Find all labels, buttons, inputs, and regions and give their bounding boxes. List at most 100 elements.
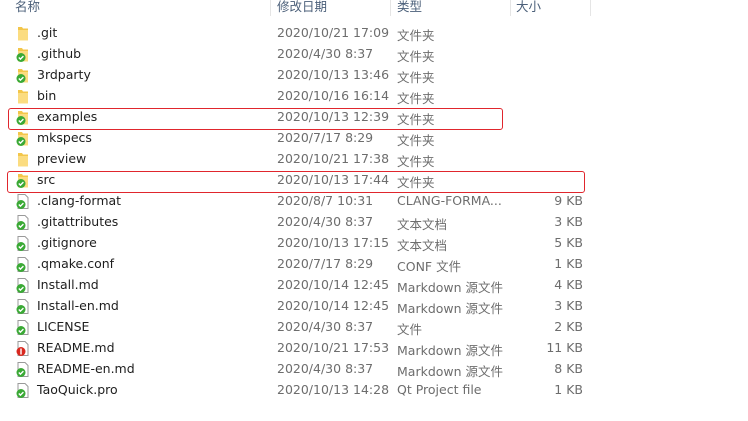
file-row[interactable]: .qmake.conf 2020/7/17 8:29 CONF 文件 1 KB xyxy=(0,254,600,275)
file-date: 2020/4/30 8:37 xyxy=(277,361,374,376)
file-date: 2020/4/30 8:37 xyxy=(277,214,374,229)
file-row[interactable]: 3rdparty 2020/10/13 13:46 文件夹 xyxy=(0,65,600,86)
file-name: .github xyxy=(37,46,82,61)
file-name: LICENSE xyxy=(37,319,90,334)
column-divider[interactable] xyxy=(390,0,391,16)
header-name[interactable]: 名称 xyxy=(15,0,41,14)
file-icon xyxy=(16,194,29,209)
file-date: 2020/10/16 16:14 xyxy=(277,88,390,103)
file-date: 2020/10/13 12:39 xyxy=(277,109,390,124)
file-icon xyxy=(16,236,29,251)
file-date: 2020/4/30 8:37 xyxy=(277,46,374,61)
file-size: 3 KB xyxy=(554,298,583,313)
file-icon xyxy=(16,341,29,356)
file-name: preview xyxy=(37,151,87,166)
file-size: 1 KB xyxy=(554,382,583,397)
file-icon xyxy=(16,215,29,230)
file-type: 文件夹 xyxy=(397,133,435,148)
file-type: CONF 文件 xyxy=(397,259,462,274)
file-name: .git xyxy=(37,25,58,40)
file-type: Markdown 源文件 xyxy=(397,280,504,295)
folder-icon xyxy=(16,69,28,83)
file-type: 文件夹 xyxy=(397,175,435,190)
file-row[interactable]: bin 2020/10/16 16:14 文件夹 xyxy=(0,86,600,107)
folder-icon xyxy=(18,153,28,167)
file-date: 2020/7/17 8:29 xyxy=(277,130,374,145)
file-row[interactable]: .clang-format 2020/8/7 10:31 CLANG-FORMA… xyxy=(0,191,600,212)
header-date[interactable]: 修改日期 xyxy=(277,0,328,14)
file-name: .clang-format xyxy=(37,193,122,208)
file-type: 文本文档 xyxy=(397,238,448,253)
file-row[interactable]: .gitignore 2020/10/13 17:15 文本文档 5 KB xyxy=(0,233,600,254)
file-icon xyxy=(16,257,29,272)
file-type: Markdown 源文件 xyxy=(397,364,504,379)
file-size: 3 KB xyxy=(554,214,583,229)
highlight-box-examples xyxy=(8,108,503,130)
folder-icon xyxy=(16,174,28,188)
file-name: .qmake.conf xyxy=(37,256,115,271)
folder-icon xyxy=(18,90,28,104)
file-size: 4 KB xyxy=(554,277,583,292)
file-date: 2020/10/14 12:45 xyxy=(277,298,390,313)
file-date: 2020/10/14 12:45 xyxy=(277,277,390,292)
column-header: 名称 修改日期 类型 大小 xyxy=(0,0,592,16)
folder-icon xyxy=(18,27,28,41)
file-date: 2020/10/21 17:09 xyxy=(277,25,390,40)
file-icon xyxy=(16,278,29,293)
file-row[interactable]: LICENSE 2020/4/30 8:37 文件 2 KB xyxy=(0,317,600,338)
file-row[interactable]: src 2020/10/13 17:44 文件夹 xyxy=(0,170,600,191)
file-size: 5 KB xyxy=(554,235,583,250)
file-row[interactable]: .git 2020/10/21 17:09 文件夹 xyxy=(0,23,600,44)
file-type: 文件夹 xyxy=(397,112,435,127)
file-date: 2020/8/7 10:31 xyxy=(277,193,374,208)
folder-icon xyxy=(16,48,28,62)
header-size[interactable]: 大小 xyxy=(516,0,542,14)
file-row[interactable]: README.md 2020/10/21 17:53 Markdown 源文件 … xyxy=(0,338,600,359)
file-name: mkspecs xyxy=(37,130,92,145)
file-size: 8 KB xyxy=(554,361,583,376)
header-type[interactable]: 类型 xyxy=(397,0,423,14)
file-type: 文件夹 xyxy=(397,91,435,106)
column-divider[interactable] xyxy=(590,0,591,16)
file-icon xyxy=(16,299,29,314)
file-icon xyxy=(16,362,29,377)
file-date: 2020/10/13 14:28 xyxy=(277,382,390,397)
file-row[interactable]: README-en.md 2020/4/30 8:37 Markdown 源文件… xyxy=(0,359,600,380)
file-row[interactable]: .gitattributes 2020/4/30 8:37 文本文档 3 KB xyxy=(0,212,600,233)
file-size: 2 KB xyxy=(554,319,583,334)
file-size: 1 KB xyxy=(554,256,583,271)
file-type: 文件夹 xyxy=(397,49,435,64)
file-name: bin xyxy=(37,88,57,103)
highlight-box-src xyxy=(7,171,585,193)
file-size: 9 KB xyxy=(554,193,583,208)
file-date: 2020/10/13 13:46 xyxy=(277,67,390,82)
folder-icon xyxy=(16,132,28,146)
file-type: 文件夹 xyxy=(397,154,435,169)
folder-icon xyxy=(16,111,28,125)
file-name: TaoQuick.pro xyxy=(37,382,118,397)
file-icon xyxy=(16,320,29,335)
file-name: examples xyxy=(37,109,98,124)
file-row[interactable]: preview 2020/10/21 17:38 文件夹 xyxy=(0,149,600,170)
file-name: README.md xyxy=(37,340,115,355)
file-row[interactable]: TaoQuick.pro 2020/10/13 14:28 Qt Project… xyxy=(0,380,600,401)
file-row[interactable]: examples 2020/10/13 12:39 文件夹 xyxy=(0,107,600,128)
file-name: .gitignore xyxy=(37,235,97,250)
file-row[interactable]: .github 2020/4/30 8:37 文件夹 xyxy=(0,44,600,65)
file-date: 2020/4/30 8:37 xyxy=(277,319,374,334)
column-divider[interactable] xyxy=(270,0,271,16)
file-date: 2020/10/21 17:38 xyxy=(277,151,390,166)
file-date: 2020/10/21 17:53 xyxy=(277,340,390,355)
file-row[interactable]: mkspecs 2020/7/17 8:29 文件夹 xyxy=(0,128,600,149)
file-row[interactable]: Install.md 2020/10/14 12:45 Markdown 源文件… xyxy=(0,275,600,296)
file-date: 2020/7/17 8:29 xyxy=(277,256,374,271)
column-divider[interactable] xyxy=(510,0,511,16)
file-date: 2020/10/13 17:44 xyxy=(277,172,390,187)
file-type: 文件夹 xyxy=(397,28,435,43)
file-name: README-en.md xyxy=(37,361,135,376)
file-name: Install-en.md xyxy=(37,298,119,313)
file-row[interactable]: Install-en.md 2020/10/14 12:45 Markdown … xyxy=(0,296,600,317)
file-name: Install.md xyxy=(37,277,99,292)
file-name: 3rdparty xyxy=(37,67,91,82)
qt-project-icon xyxy=(16,383,29,398)
